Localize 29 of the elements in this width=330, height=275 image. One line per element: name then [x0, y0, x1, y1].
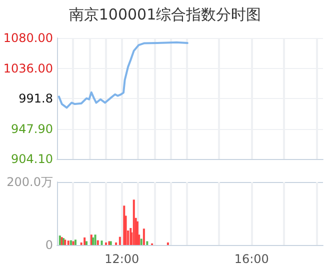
bar: [86, 241, 88, 245]
bar: [123, 206, 126, 245]
x-tick-label: 12:00: [104, 252, 140, 266]
bar: [70, 240, 72, 245]
bar: [94, 234, 96, 245]
bar: [96, 240, 99, 245]
bar: [140, 238, 142, 245]
y-tick-label: 991.8: [18, 92, 53, 106]
y-tick-label: 200.0万: [6, 175, 53, 189]
y-tick-label: 904.10: [11, 152, 53, 166]
bar: [142, 228, 145, 245]
x-tick-label: 16:00: [234, 252, 269, 266]
bar: [84, 237, 86, 245]
bar: [132, 200, 135, 245]
bar: [92, 237, 94, 245]
bar: [104, 242, 107, 245]
y-tick-label: 1080.00: [3, 31, 53, 45]
bar: [115, 242, 118, 245]
bar: [67, 240, 70, 245]
bar: [118, 236, 121, 245]
chart-title: 南京100001综合指数分时图: [68, 6, 262, 24]
bar: [146, 241, 148, 245]
y-tick-label: 947.90: [11, 122, 53, 136]
y-tick-label: 1036.00: [3, 61, 53, 76]
bar: [100, 240, 103, 245]
bar: [72, 241, 74, 245]
line-series: [58, 41, 188, 109]
y-tick-label: 0: [45, 238, 53, 252]
bar: [166, 242, 169, 245]
